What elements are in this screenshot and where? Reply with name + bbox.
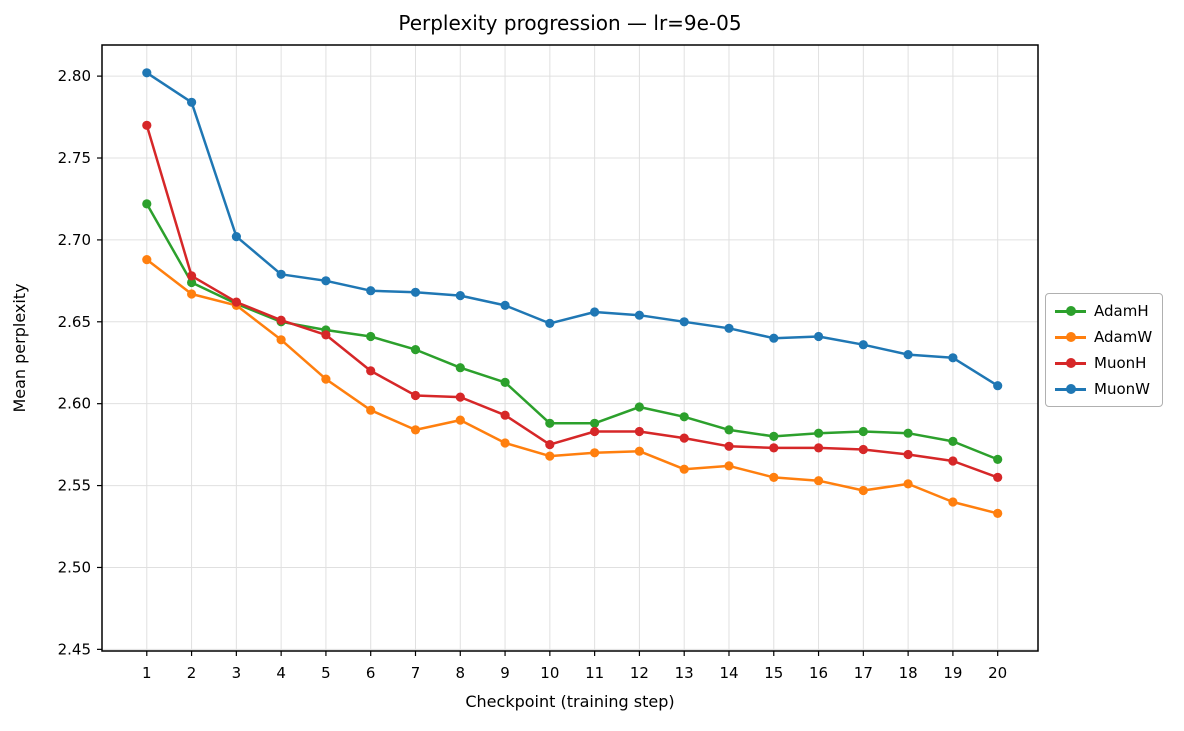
legend-item-MuonW: MuonW: [1055, 379, 1152, 399]
x-tick-label: 3: [232, 664, 242, 682]
series-line-AdamW: [145, 258, 999, 515]
plot-border: [101, 44, 1039, 652]
y-tick-label: 2.70: [58, 231, 91, 249]
series-line-MuonH: [145, 124, 999, 479]
y-tick-label: 2.55: [58, 477, 91, 495]
x-tick-label: 20: [988, 664, 1007, 682]
gridlines: [102, 45, 1038, 651]
x-tick-label: 1: [142, 664, 152, 682]
x-tick-label: 6: [366, 664, 376, 682]
series-line-MuonW: [145, 71, 999, 387]
series-markers-AdamW: [142, 255, 1003, 518]
axis-ticks: 1 2 3 4 5 6 7 8 9 10 11 12 13 14 15 16 17 18 19 202.452.502…: [58, 67, 1008, 682]
series-line-AdamH: [145, 202, 999, 461]
y-tick-label: 2.65: [58, 313, 91, 331]
chart-title: Perplexity progression — lr=9e-05: [398, 11, 741, 35]
legend-item-MuonH: MuonH: [1055, 353, 1152, 373]
legend-line-marker-swatch: [1055, 384, 1086, 394]
y-tick-label: 2.80: [58, 67, 91, 85]
x-tick-label: 9: [500, 664, 510, 682]
legend-item-AdamH: AdamH: [1055, 301, 1152, 321]
x-tick-label: 4: [276, 664, 286, 682]
legend: AdamH AdamW MuonH MuonW: [1045, 293, 1164, 407]
x-tick-label: 11: [585, 664, 604, 682]
x-tick-label: 5: [321, 664, 331, 682]
series-AdamW: [142, 255, 1003, 518]
legend-line-marker-swatch: [1055, 306, 1086, 316]
y-tick-label: 2.50: [58, 558, 91, 576]
x-tick-label: 19: [943, 664, 962, 682]
y-tick-label: 2.60: [58, 395, 91, 413]
x-tick-label: 8: [456, 664, 466, 682]
x-tick-label: 13: [675, 664, 694, 682]
y-tick-label: 2.45: [58, 640, 91, 658]
x-axis-label: Checkpoint (training step): [465, 692, 674, 711]
x-tick-label: 12: [630, 664, 649, 682]
x-tick-label: 10: [540, 664, 559, 682]
legend-label: MuonH: [1094, 353, 1147, 372]
legend-label: AdamW: [1094, 327, 1153, 346]
series-markers-MuonH: [142, 120, 1003, 482]
x-tick-label: 15: [764, 664, 783, 682]
y-axis-label: Mean perplexity: [10, 283, 29, 412]
legend-line-marker-swatch: [1055, 332, 1086, 342]
x-tick-label: 17: [854, 664, 873, 682]
legend-label: AdamH: [1094, 301, 1149, 320]
legend-line-marker-swatch: [1055, 358, 1086, 368]
legend-label: MuonW: [1094, 379, 1150, 398]
x-tick-label: 14: [719, 664, 738, 682]
x-tick-label: 7: [411, 664, 421, 682]
legend-item-AdamW: AdamW: [1055, 327, 1152, 347]
series-markers-AdamH: [142, 199, 1003, 464]
x-tick-label: 18: [899, 664, 918, 682]
x-tick-label: 16: [809, 664, 828, 682]
y-tick-label: 2.75: [58, 149, 91, 167]
series-MuonW: [142, 68, 1003, 391]
series-markers-MuonW: [142, 68, 1003, 391]
series-MuonH: [142, 120, 1003, 482]
x-tick-label: 2: [187, 664, 197, 682]
